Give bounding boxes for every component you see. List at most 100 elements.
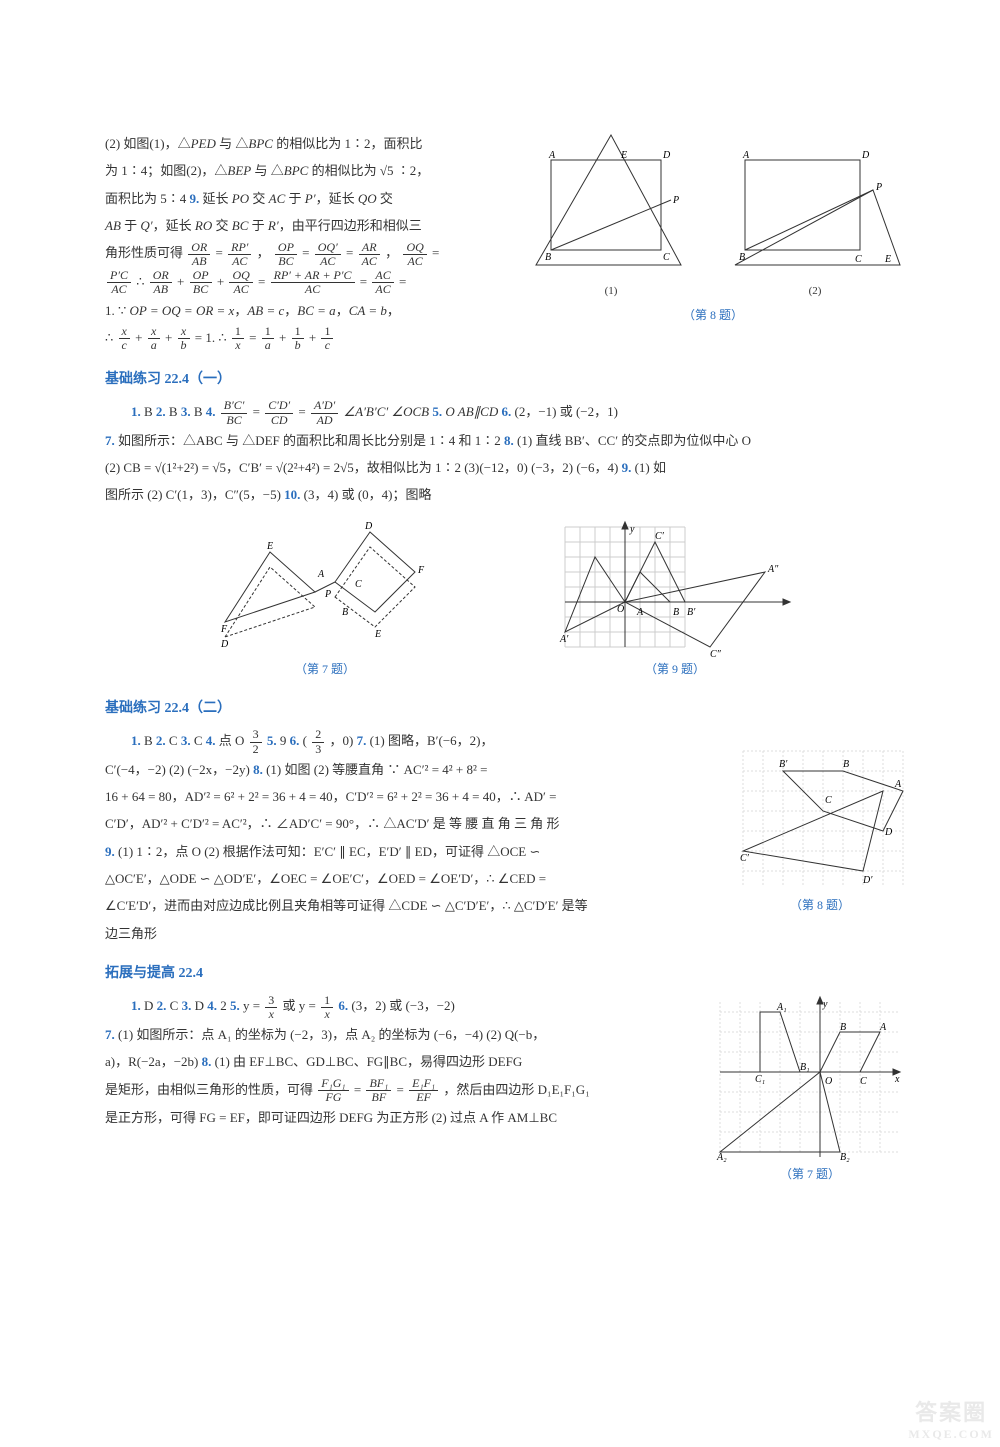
t: 面积比为 5∶4: [105, 191, 190, 206]
t: AB: [105, 218, 121, 233]
frac: 1x: [321, 994, 333, 1021]
t: ，延长: [153, 218, 195, 233]
qn: 2.: [156, 404, 166, 419]
t: 点 O: [216, 733, 248, 748]
frac: 1x: [232, 325, 244, 352]
svg-text:B: B: [545, 252, 551, 263]
grid-diagram-icon: B′ B A C D C′ D′: [735, 743, 905, 893]
t: C: [191, 733, 206, 748]
q9: 9.: [190, 191, 200, 206]
fig8a-2: A D P B C E (2): [725, 130, 905, 303]
t: 的相似比为 1∶2，面积比: [273, 136, 423, 151]
qn: 4.: [207, 998, 217, 1013]
watermark-bot: MXQE.COM: [908, 1427, 994, 1441]
frac: P′CAC: [107, 269, 131, 296]
t: RO: [195, 218, 212, 233]
fig7b-caption: （第 7 题）: [715, 1162, 905, 1187]
qn: 9.: [622, 460, 632, 475]
t: =: [354, 1082, 365, 1097]
t: (3，4) 或 (0，4)；图略: [300, 487, 431, 502]
svg-text:E: E: [374, 629, 381, 640]
t: 交: [249, 191, 269, 206]
t: (2) CB = √(1²+2²) = √5，C′B′ = √(2²+4²) =…: [105, 460, 622, 475]
t: +: [165, 330, 176, 345]
t: ，: [387, 303, 400, 318]
t: 1. ∵: [105, 303, 130, 318]
qn: 1.: [131, 998, 141, 1013]
t: D: [141, 998, 157, 1013]
t: (2，−1) 或 (−2，1): [511, 404, 618, 419]
t: 如图所示：△ABC 与 △DEF 的面积比和周长比分别是 1∶4 和 1∶2: [115, 433, 504, 448]
svg-text:B′: B′: [687, 607, 696, 618]
t: +: [135, 330, 146, 345]
t: = 1. ∴: [195, 330, 230, 345]
t: =: [302, 245, 313, 260]
svg-text:D: D: [861, 150, 870, 161]
section2-row: 1. B 2. C 3. C 4. 点 O 32 5. 9 6. ( 23 ，0…: [105, 727, 905, 947]
section3-title: 拓展与提高 22.4: [105, 959, 905, 988]
qn: 10.: [284, 487, 300, 502]
t: (1) 直线 BB′、CC′ 的交点即为位似中心 O: [514, 433, 751, 448]
t: 于: [121, 218, 141, 233]
fig7-box: E F D A P D F E B C （第 7 题）: [215, 517, 435, 682]
svg-text:C: C: [855, 254, 862, 265]
section2-body: 1. B 2. C 3. C 4. 点 O 32 5. 9 6. ( 23 ，0…: [105, 727, 719, 947]
block1-row: (2) 如图(1)，△PED 与 △BPC 的相似比为 1∶2，面积比 为 1∶…: [105, 130, 905, 353]
t: 边三角形: [105, 926, 157, 941]
t: ，: [385, 245, 398, 260]
svg-text:B₁: B₁: [800, 1062, 810, 1073]
frac: 32: [250, 728, 262, 755]
t: =: [216, 245, 227, 260]
t: ∴: [136, 274, 148, 289]
t: +: [309, 330, 320, 345]
svg-text:D: D: [884, 827, 893, 838]
section1-title: 基础练习 22.4（一）: [105, 365, 905, 394]
frac: C′D′CD: [265, 399, 293, 426]
svg-text:O: O: [617, 604, 624, 615]
svg-text:C: C: [825, 795, 832, 806]
t: ，由平行四边形和相似三: [279, 218, 422, 233]
svg-text:D′: D′: [862, 875, 873, 886]
svg-text:y: y: [629, 524, 635, 535]
t: ，: [257, 245, 270, 260]
svg-text:D: D: [220, 639, 229, 650]
t: Q′: [140, 218, 152, 233]
t: (1) 如图所示：点 A₁ 的坐标为 (−2，3)，点 A₂ 的坐标为 (−6，…: [115, 1027, 546, 1042]
qn: 4.: [206, 404, 216, 419]
t: a)，R(−2a，−2b): [105, 1054, 202, 1069]
t: AC: [269, 191, 286, 206]
qn: 8.: [202, 1054, 212, 1069]
svg-text:B₂: B₂: [840, 1152, 850, 1162]
fig9-caption: （第 9 题）: [555, 657, 795, 682]
t: (1) 1∶2，点 O (2) 根据作法可知：E′C′ ∥ EC，E′D′ ∥ …: [115, 844, 541, 859]
qn: 8.: [504, 433, 514, 448]
fig7-caption: （第 7 题）: [215, 657, 435, 682]
qn: 6.: [338, 998, 348, 1013]
t: BPC: [284, 163, 309, 178]
t: 或 y =: [283, 998, 320, 1013]
svg-text:F: F: [417, 565, 425, 576]
t: ，然后由四边形 D₁E₁F₁G₁: [443, 1082, 589, 1097]
t: 16 + 64 = 80，AD′² = 6² + 2² = 36 + 4 = 4…: [105, 789, 556, 804]
geometry-diagram-icon: A D P B C E: [725, 130, 905, 280]
frac: F₁G₁FG: [318, 1077, 348, 1104]
frac: xb: [178, 325, 190, 352]
qn: 2.: [156, 733, 166, 748]
t: B: [141, 404, 156, 419]
t: 延长: [199, 191, 232, 206]
t: ，: [284, 303, 297, 318]
t: P′: [305, 191, 316, 206]
qn: 6.: [290, 733, 300, 748]
svg-text:A: A: [548, 150, 556, 161]
frac: OQ′AC: [315, 241, 341, 268]
qn: 9.: [105, 844, 115, 859]
t: +: [279, 330, 290, 345]
qn: 4.: [206, 733, 216, 748]
grid-diagram-icon: y C′ O A B B′ A″ C″ A′: [555, 517, 795, 657]
t: 于: [248, 218, 268, 233]
svg-text:B: B: [739, 252, 745, 263]
qn: 8.: [253, 762, 263, 777]
svg-text:P: P: [324, 589, 331, 600]
sub-caption: (1): [521, 280, 701, 303]
frac: OQAC: [229, 269, 252, 296]
